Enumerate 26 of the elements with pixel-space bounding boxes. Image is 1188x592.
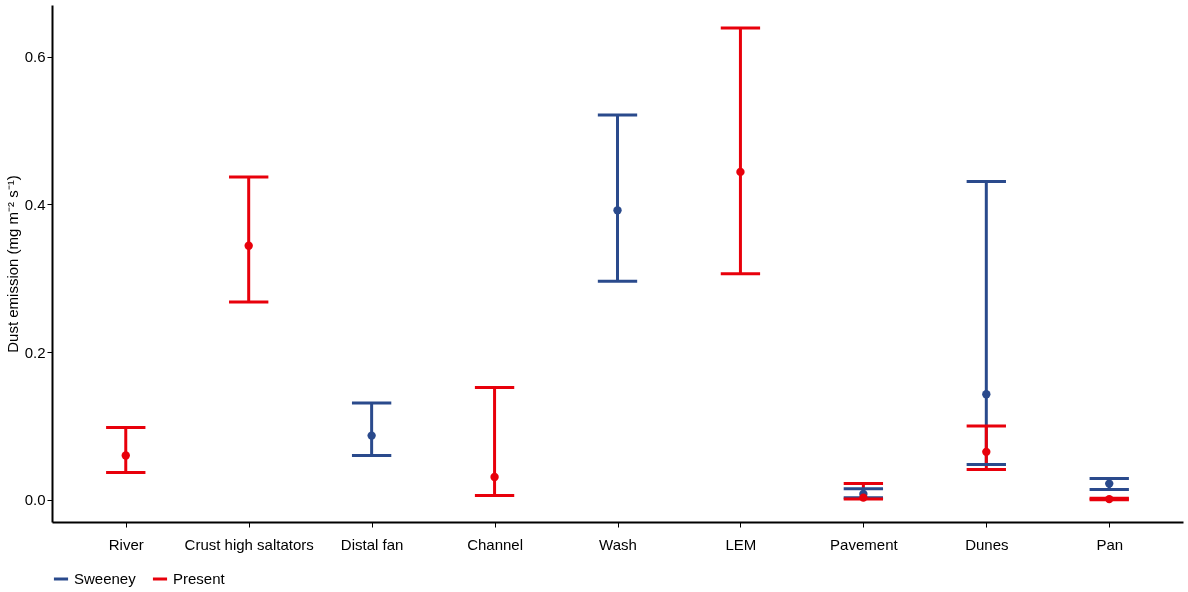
point [982,447,991,457]
point [121,451,130,460]
x-tick-label: Pan [1096,535,1124,553]
point [1105,494,1114,504]
x-tick-label: Dunes [965,535,1009,553]
point [736,167,745,177]
x-tick-label: Distal fan [340,535,404,553]
x-tick-label: Pavement [830,535,899,553]
point [982,390,991,399]
point [613,206,622,215]
x-tick-label: Wash [599,535,637,553]
y-tick-label: 0.4 [24,195,46,213]
point [859,493,868,502]
x-tick-label: Crust high saltators [184,535,314,553]
point [244,241,253,250]
point [490,472,499,482]
point [367,431,376,440]
y-tick-label: 0.6 [24,48,46,66]
legend-label: Present [173,570,226,587]
x-tick-label: Channel [467,535,524,553]
y-tick-label: 0.0 [24,491,46,509]
legend-label: Sweeney [74,570,137,587]
y-tick-label: 0.2 [24,343,46,361]
y-axis-title: Dust emission (mg m⁻² s⁻¹) [3,175,21,353]
x-tick-label: River [108,535,144,553]
x-tick-label: LEM [725,535,757,553]
